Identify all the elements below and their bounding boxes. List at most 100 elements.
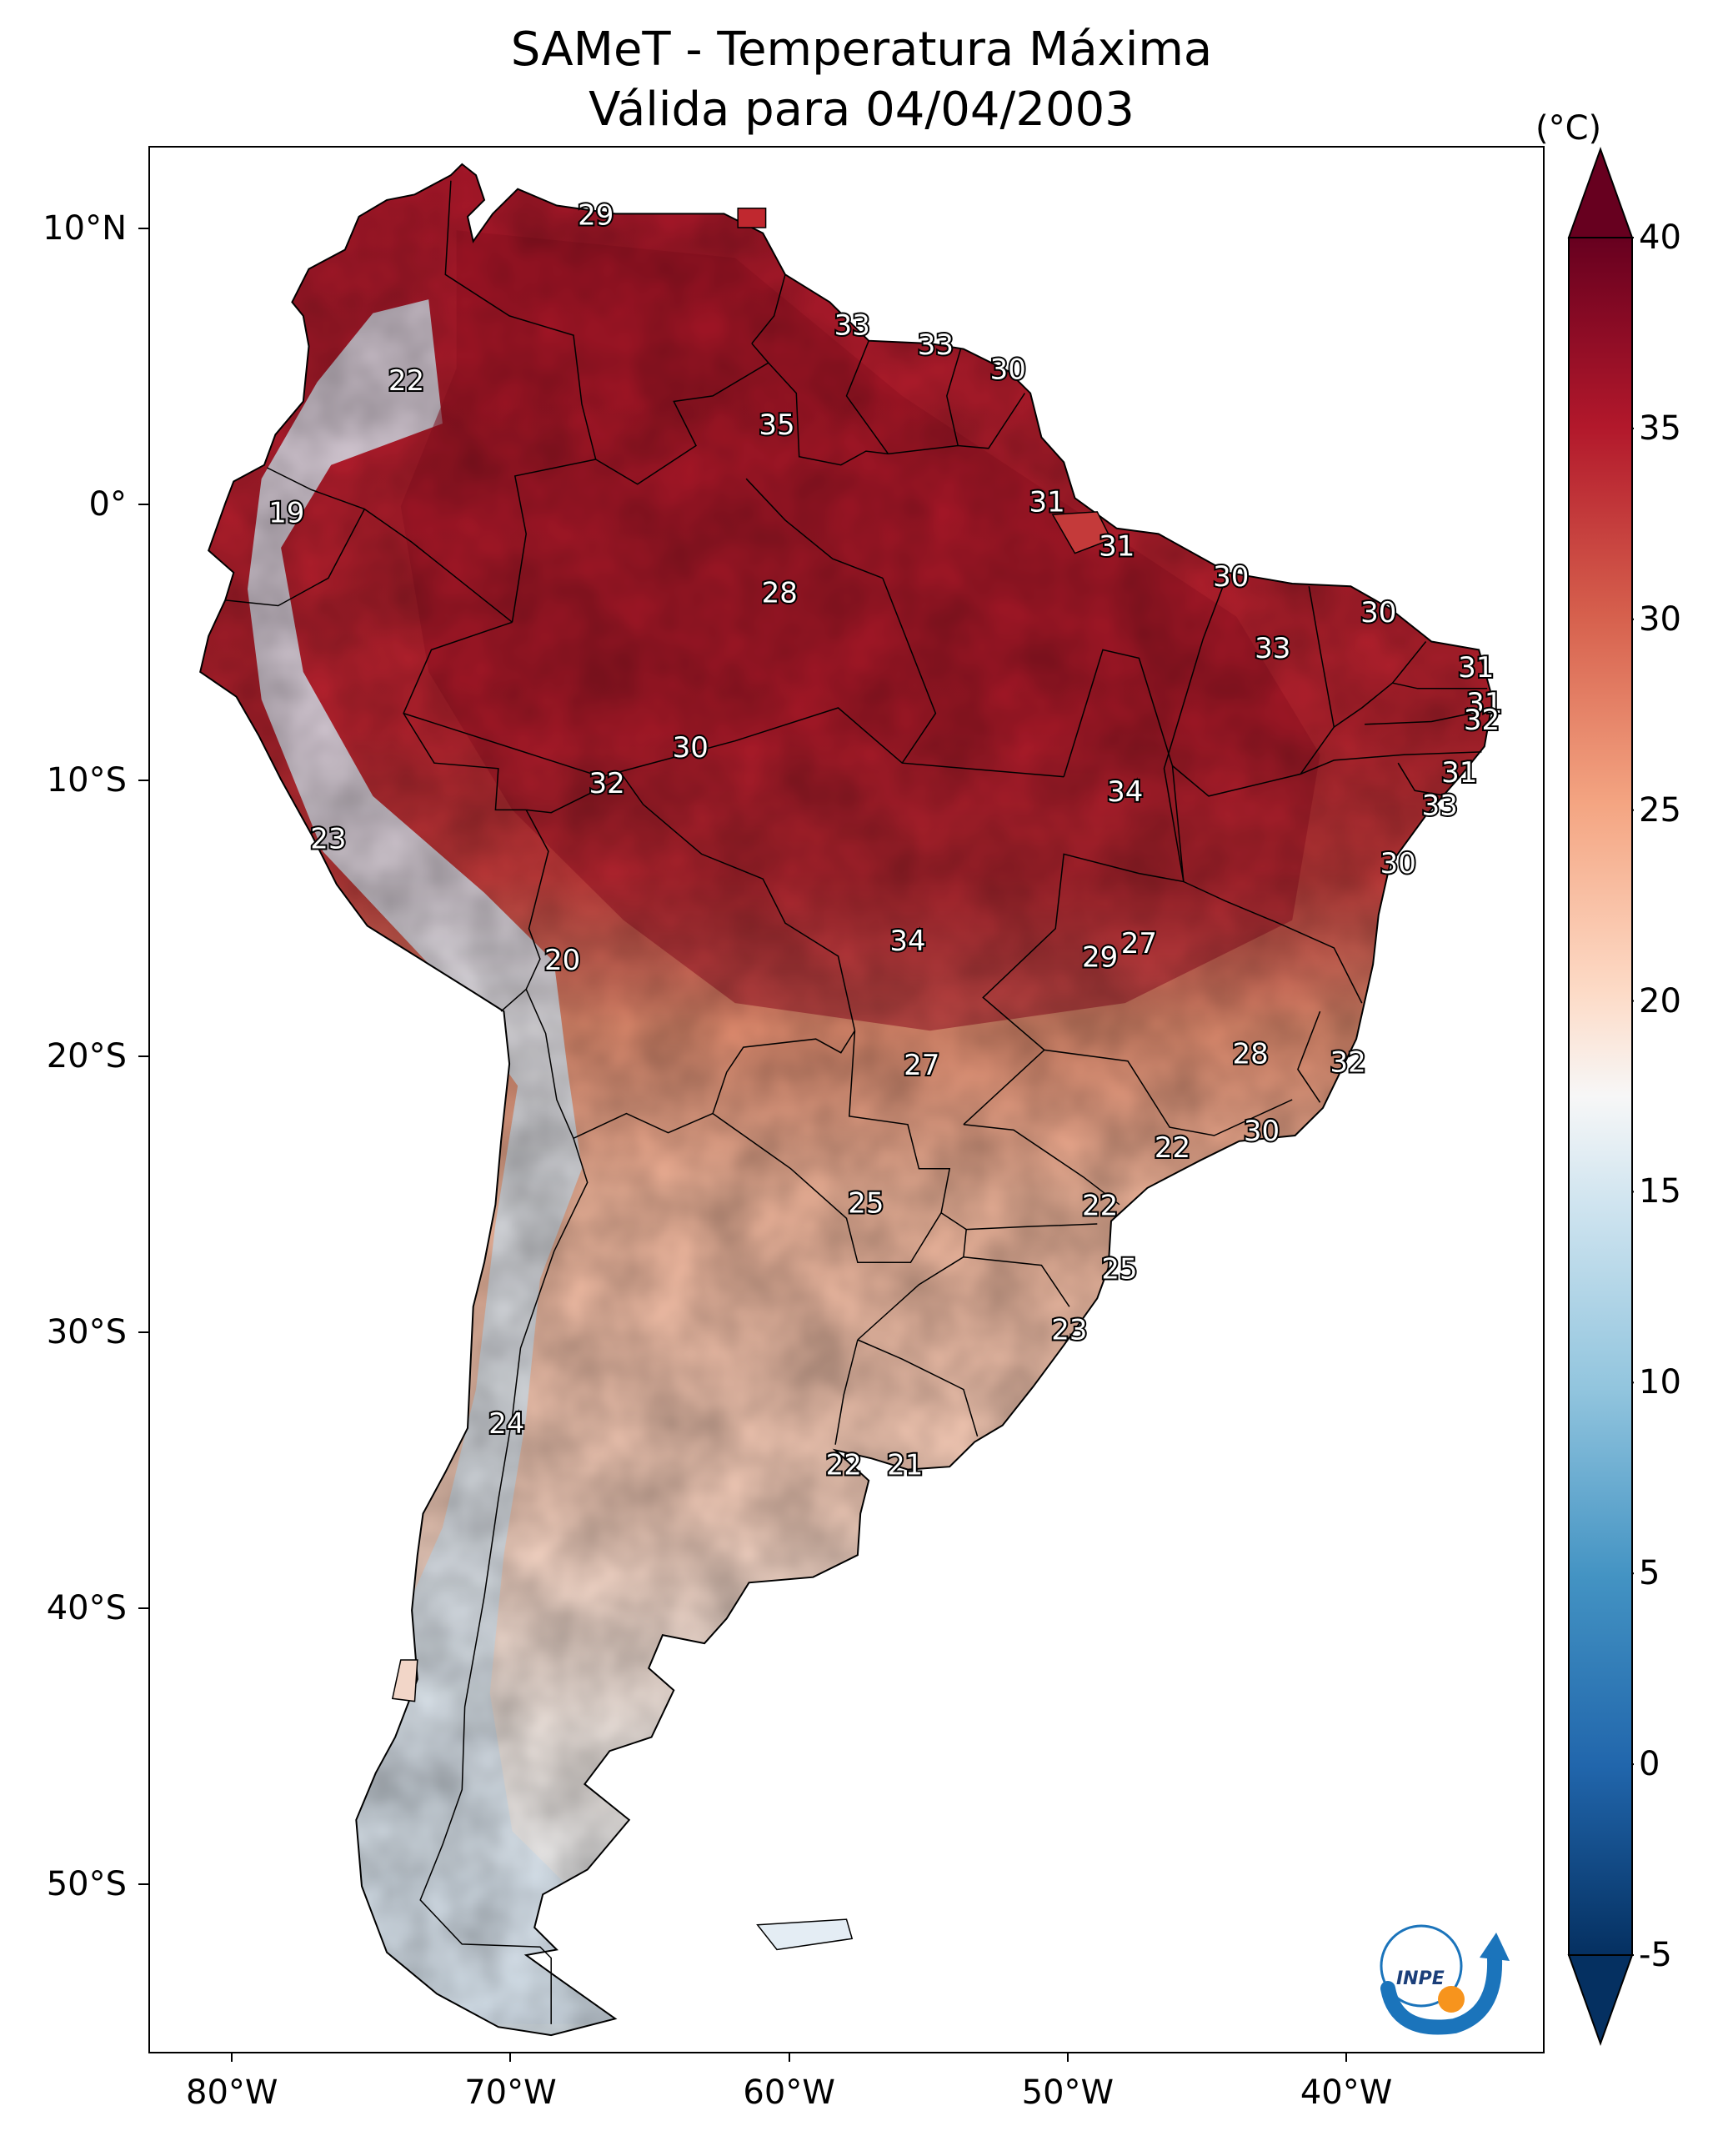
lat-tick-label: 30°S bbox=[46, 1313, 127, 1352]
contour-label-35: 23 bbox=[1051, 1314, 1087, 1347]
contour-label-16: 30 bbox=[673, 731, 709, 765]
border-brazil-states-8 bbox=[1392, 682, 1488, 689]
contour-label-32: 25 bbox=[848, 1186, 884, 1220]
border-brazil-states-7 bbox=[1333, 641, 1427, 728]
border-brazil-states-13 bbox=[1297, 1010, 1321, 1103]
colorbar-upper-extension bbox=[1567, 147, 1634, 238]
chart-title-line1: SAMeT - Temperatura Máxima bbox=[510, 23, 1213, 77]
colorbar-tick-label: -5 bbox=[1639, 1936, 1672, 1974]
colorbar-scale bbox=[1568, 237, 1633, 1956]
border-suriname-french-guiana bbox=[946, 348, 962, 446]
lon-tick-mark bbox=[231, 2052, 233, 2062]
contour-label-12: 33 bbox=[1255, 632, 1290, 665]
contour-label-27: 28 bbox=[1232, 1038, 1268, 1071]
contour-label-22: 30 bbox=[1380, 847, 1416, 880]
border-peru-bolivia bbox=[525, 810, 549, 990]
island-chiloe bbox=[391, 1659, 418, 1702]
border-brazil-paraguay bbox=[849, 1030, 951, 1213]
contour-label-38: 21 bbox=[887, 1449, 923, 1482]
border-brazil-states-15 bbox=[963, 1124, 1120, 1206]
border-bolivia-argentina bbox=[573, 1112, 714, 1139]
contour-label-30: 30 bbox=[1244, 1115, 1280, 1148]
country-borders bbox=[225, 180, 1488, 2024]
lat-tick-label: 10°S bbox=[46, 761, 127, 800]
lon-tick-label: 50°W bbox=[1021, 2073, 1114, 2112]
contour-label-7: 19 bbox=[268, 497, 304, 530]
colorbar-unit-label: (°C) bbox=[1535, 109, 1602, 148]
contour-label-34: 25 bbox=[1101, 1253, 1137, 1286]
contour-label-23: 27 bbox=[1121, 927, 1157, 960]
lon-tick-label: 60°W bbox=[743, 2073, 835, 2112]
lat-tick-mark bbox=[138, 1331, 148, 1334]
logo-ring bbox=[1380, 1924, 1463, 2008]
border-colombia-brazil bbox=[511, 459, 596, 623]
lat-tick-label: 40°S bbox=[46, 1589, 127, 1628]
border-peru-chile bbox=[500, 989, 527, 1012]
contour-label-10: 28 bbox=[762, 577, 798, 610]
island-falklands bbox=[756, 1918, 854, 1951]
border-brazil-states-1 bbox=[745, 478, 884, 579]
logo-text: INPE bbox=[1396, 1968, 1445, 1989]
lon-tick-label: 70°W bbox=[464, 2073, 557, 2112]
contour-label-36: 24 bbox=[488, 1407, 524, 1441]
chart-title-line2: Válida para 04/04/2003 bbox=[589, 83, 1134, 137]
lon-tick-mark bbox=[788, 2052, 790, 2062]
colorbar-tick-label: 30 bbox=[1639, 599, 1681, 639]
border-venezuela-guyana bbox=[751, 274, 786, 344]
lon-tick-label: 40°W bbox=[1300, 2073, 1393, 2112]
border-brazil-bolivia bbox=[526, 775, 856, 1031]
border-brazil-states-3 bbox=[882, 578, 937, 764]
lat-tick-mark bbox=[138, 1883, 148, 1886]
border-brazil-states-11 bbox=[1397, 762, 1449, 797]
contour-label-33: 22 bbox=[1082, 1190, 1118, 1223]
lat-tick-mark bbox=[138, 1055, 148, 1058]
contour-label-2: 33 bbox=[918, 328, 954, 362]
lon-tick-mark bbox=[509, 2052, 512, 2062]
lon-tick-mark bbox=[1066, 2052, 1069, 2062]
inpe-logo: INPE bbox=[1380, 1924, 1510, 2035]
contour-label-25: 29 bbox=[1082, 941, 1118, 975]
border-peru-brazil bbox=[403, 621, 527, 811]
border-brazil-states-10 bbox=[1300, 751, 1482, 775]
logo-orange-dot bbox=[1438, 1986, 1465, 2013]
contour-label-13: 31 bbox=[1458, 651, 1494, 684]
contour-label-15: 32 bbox=[1464, 704, 1500, 737]
colorbar-tick-label: 35 bbox=[1639, 409, 1681, 448]
contour-label-37: 22 bbox=[826, 1449, 862, 1482]
contour-label-19: 31 bbox=[1441, 756, 1477, 790]
border-brazil-states-2 bbox=[403, 707, 1064, 778]
contour-label-20: 33 bbox=[1422, 790, 1458, 823]
logo-swoosh bbox=[1380, 1952, 1503, 2035]
contour-label-11: 30 bbox=[1360, 596, 1396, 629]
border-guyana-suriname bbox=[845, 340, 889, 454]
colorbar-tick-label: 10 bbox=[1639, 1363, 1681, 1402]
logo-arrow-head bbox=[1480, 1933, 1510, 1961]
colorbar-tick-label: 25 bbox=[1639, 790, 1681, 830]
border-brazil-states-16 bbox=[966, 1223, 1098, 1231]
border-ecuador-peru bbox=[225, 509, 365, 607]
island-trinidad bbox=[737, 208, 767, 228]
contour-label-1: 33 bbox=[834, 309, 870, 343]
lat-tick-label: 10°N bbox=[43, 209, 127, 248]
border-paraguay-argentina bbox=[712, 1112, 942, 1264]
island-marajo bbox=[1051, 511, 1113, 554]
lat-tick-mark bbox=[138, 780, 148, 782]
border-chile-argentina bbox=[419, 1138, 589, 2024]
border-brazil-states-12 bbox=[1183, 880, 1363, 1004]
contour-label-28: 32 bbox=[1330, 1046, 1365, 1080]
border-brazil-states-6 bbox=[1172, 586, 1335, 797]
contour-label-9: 30 bbox=[1213, 560, 1249, 594]
border-bolivia-paraguay bbox=[712, 1030, 856, 1114]
lon-tick-mark bbox=[1345, 2052, 1348, 2062]
border-colombia-venezuela bbox=[444, 180, 597, 460]
contour-label-0: 29 bbox=[578, 198, 614, 232]
colorbar-tick-label: 20 bbox=[1639, 981, 1681, 1020]
lat-tick-mark bbox=[138, 1607, 148, 1610]
contour-label-6: 31 bbox=[1029, 486, 1064, 519]
lat-tick-label: 0° bbox=[88, 485, 127, 524]
contour-label-24: 34 bbox=[889, 925, 925, 958]
colorbar-tick-label: 40 bbox=[1639, 218, 1681, 257]
contour-label-4: 22 bbox=[388, 364, 424, 398]
islands bbox=[391, 208, 1113, 1951]
contour-label-17: 32 bbox=[589, 767, 624, 800]
